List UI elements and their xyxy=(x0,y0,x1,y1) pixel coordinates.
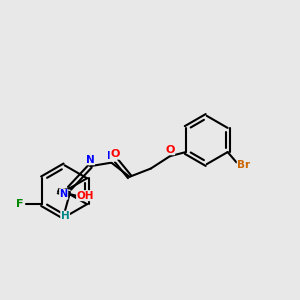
Text: N: N xyxy=(86,155,94,165)
Text: H: H xyxy=(61,211,70,221)
Text: N: N xyxy=(60,189,68,199)
Text: N: N xyxy=(107,151,116,161)
Text: O: O xyxy=(110,149,120,159)
Text: Br: Br xyxy=(237,160,250,170)
Text: O: O xyxy=(165,145,175,155)
Text: F: F xyxy=(16,199,23,209)
Text: OH: OH xyxy=(76,190,94,201)
